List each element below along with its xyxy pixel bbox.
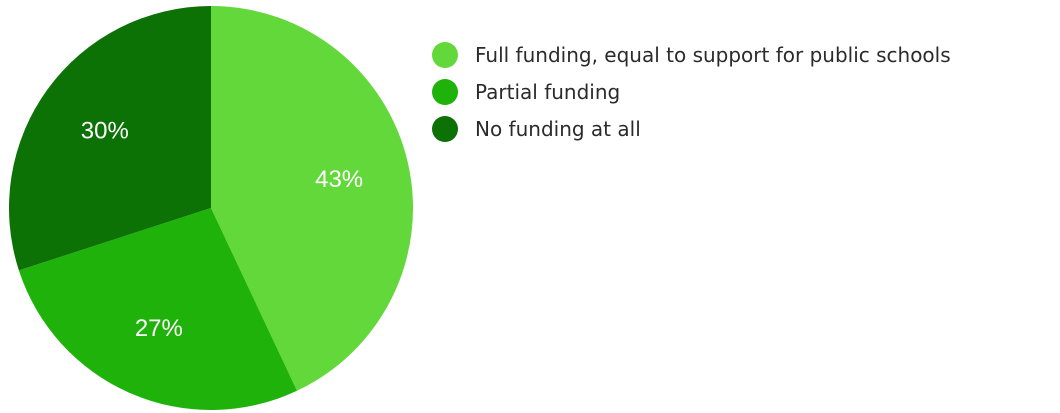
legend-label-full-funding: Full funding, equal to support for publi… xyxy=(475,42,951,67)
legend-swatch-full-funding xyxy=(432,41,458,68)
legend-item-no-funding: No funding at all xyxy=(432,110,951,147)
legend-item-full-funding: Full funding, equal to support for publi… xyxy=(432,36,951,73)
pie-slice-full-funding xyxy=(211,6,413,391)
legend-swatch-partial-funding xyxy=(432,78,458,105)
slice-label-partial-funding: 27% xyxy=(135,315,183,342)
slice-label-full-funding: 43% xyxy=(315,166,363,193)
chart-legend: Full funding, equal to support for publi… xyxy=(432,36,951,147)
pie-slice-no-funding xyxy=(8,6,212,271)
legend-swatch-no-funding xyxy=(432,115,458,142)
legend-item-partial-funding: Partial funding xyxy=(432,73,951,110)
slice-label-no-funding: 30% xyxy=(81,117,129,144)
legend-label-no-funding: No funding at all xyxy=(475,116,641,141)
pie-slice-partial-funding xyxy=(18,208,298,410)
legend-label-partial-funding: Partial funding xyxy=(475,79,621,104)
